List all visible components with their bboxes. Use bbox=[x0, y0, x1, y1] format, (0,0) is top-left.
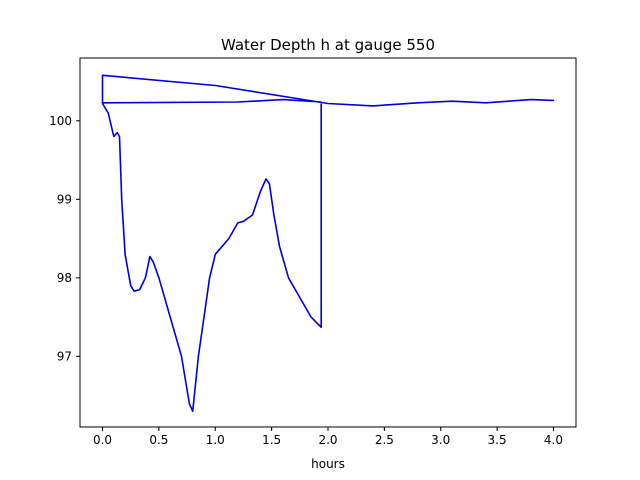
x-tick-label: 3.5 bbox=[488, 433, 507, 447]
y-tick-label: 97 bbox=[57, 349, 72, 363]
x-tick-label: 0.0 bbox=[93, 433, 112, 447]
x-tick-label: 2.0 bbox=[318, 433, 337, 447]
x-axis-label: hours bbox=[311, 457, 345, 471]
series-line-0 bbox=[101, 74, 555, 413]
x-tick-label: 3.0 bbox=[431, 433, 450, 447]
x-tick-label: 1.5 bbox=[262, 433, 281, 447]
x-tick-label: 1.0 bbox=[206, 433, 225, 447]
axes-layer: 0.0 0.5 1.0 1.5 2.0 2.5 3.0 3.5 4.0 97 98 99 100 bbox=[49, 114, 563, 447]
x-tick-label: 2.5 bbox=[375, 433, 394, 447]
y-tick-label: 98 bbox=[57, 271, 72, 285]
y-tick-label: 99 bbox=[57, 192, 72, 206]
x-tick-label: 0.5 bbox=[149, 433, 168, 447]
chart-title: Water Depth h at gauge 550 bbox=[221, 36, 435, 54]
y-tick-label: 100 bbox=[49, 114, 72, 128]
x-tick-label: 4.0 bbox=[544, 433, 563, 447]
plot-frame bbox=[79, 57, 577, 428]
series-layer bbox=[101, 74, 555, 413]
